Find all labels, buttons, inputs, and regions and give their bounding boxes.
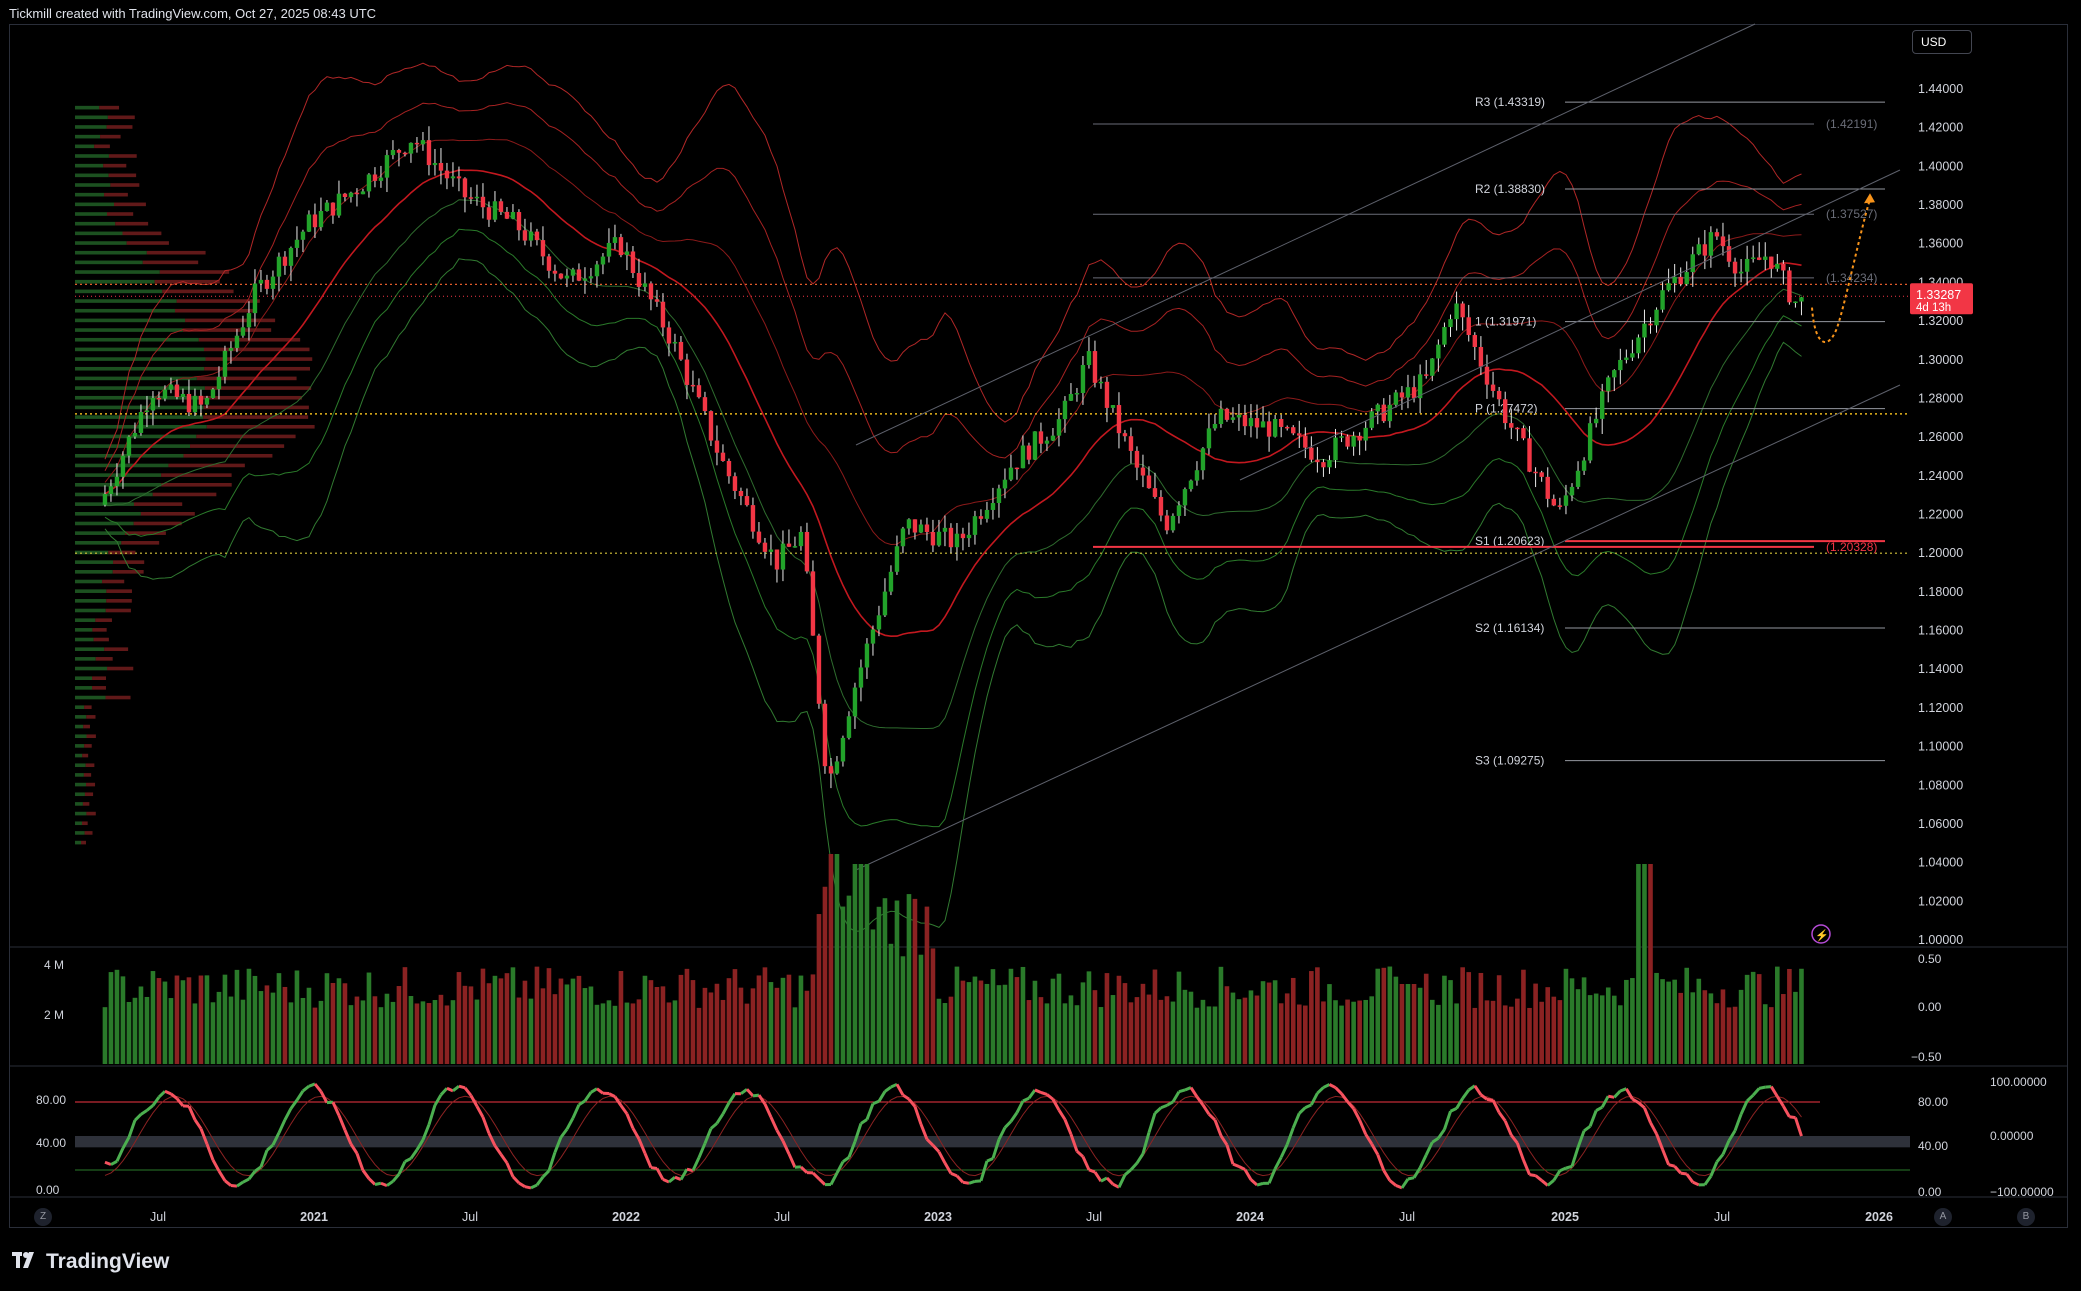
chart-frame[interactable] <box>9 24 2068 1228</box>
axis-button-b[interactable]: B <box>2017 1208 2035 1226</box>
tradingview-logo[interactable]: TradingView <box>12 1250 169 1274</box>
chart-header: Tickmill created with TradingView.com, O… <box>9 6 377 21</box>
axis-button-z[interactable]: Z <box>34 1208 52 1226</box>
tradingview-icon <box>12 1250 40 1274</box>
footer-brand: TradingView <box>46 1250 170 1273</box>
axis-button-a[interactable]: A <box>1934 1208 1952 1226</box>
currency-button[interactable]: USD <box>1912 30 1972 54</box>
